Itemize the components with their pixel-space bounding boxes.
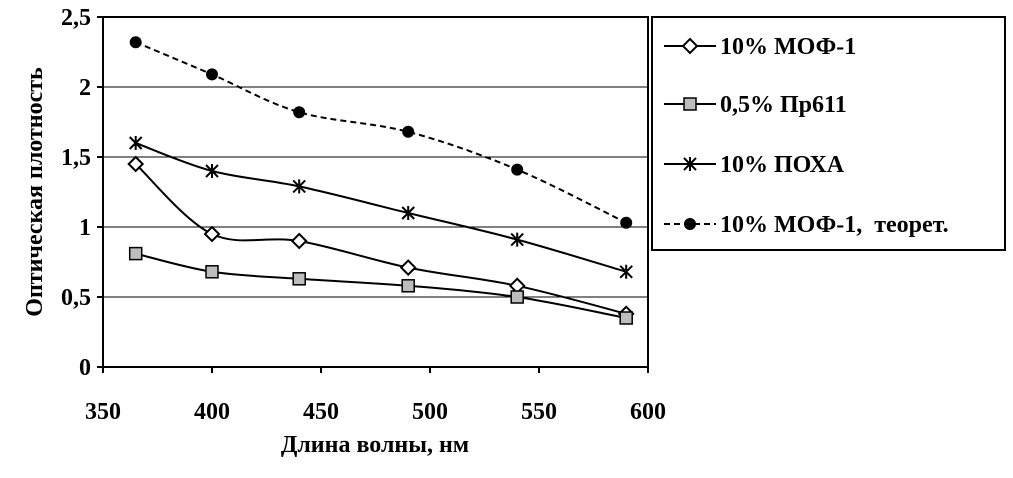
grid xyxy=(103,86,648,298)
legend-label: 0,5% Пр611 xyxy=(720,92,847,118)
x-axis-title: Длина волны, нм xyxy=(281,432,469,458)
x-tick-label: 600 xyxy=(630,399,666,425)
y-axis-title: Оптическая плотность xyxy=(22,67,48,317)
series-3 xyxy=(128,136,633,279)
data-point xyxy=(619,264,633,279)
legend-entry: 10% ПОХА xyxy=(664,152,845,178)
legend-entry: 10% МОФ-1 xyxy=(664,34,856,60)
series-1 xyxy=(127,155,635,323)
x-tick-label: 400 xyxy=(194,399,230,425)
series-line xyxy=(135,142,627,273)
data-point xyxy=(401,206,415,220)
data-point xyxy=(292,272,306,286)
data-point xyxy=(290,232,308,250)
y-axis-ticks: 0 0,5 1 1,5 2 2,5 xyxy=(61,5,103,381)
legend-marker xyxy=(683,157,697,171)
x-tick-label: 500 xyxy=(412,399,448,425)
plot-frame xyxy=(102,16,649,368)
y-tick-label: 2 xyxy=(79,75,91,101)
data-point xyxy=(511,163,524,176)
legend-label: 10% ПОХА xyxy=(720,152,845,178)
series-4 xyxy=(129,36,633,229)
y-tick-label: 2,5 xyxy=(61,5,91,31)
data-point xyxy=(129,36,142,49)
legend-marker xyxy=(684,218,696,230)
legend-entry: 10% МОФ-1, теорет. xyxy=(664,212,949,238)
data-point xyxy=(619,311,633,325)
data-point xyxy=(293,106,306,119)
data-point xyxy=(401,279,415,293)
legend-label: 10% МОФ-1 xyxy=(720,34,856,60)
data-point xyxy=(205,164,219,178)
data-point xyxy=(127,155,145,173)
data-point xyxy=(402,125,415,138)
legend-marker xyxy=(681,37,699,55)
series-layer xyxy=(127,36,635,325)
data-point xyxy=(510,290,524,304)
legend-frame xyxy=(651,16,1006,251)
y-tick-label: 0 xyxy=(79,355,91,381)
data-point xyxy=(399,259,417,277)
x-tick-label: 450 xyxy=(303,399,339,425)
legend: 10% МОФ-1 0,5% Пр611 10% ПОХА 10% МОФ-1, те… xyxy=(664,34,949,238)
data-point xyxy=(510,232,524,247)
series-line xyxy=(135,163,627,315)
data-point xyxy=(205,265,219,279)
data-point xyxy=(203,225,221,243)
y-tick-label: 1 xyxy=(79,215,91,241)
x-tick-label: 550 xyxy=(521,399,557,425)
data-point xyxy=(292,179,306,194)
series-2 xyxy=(128,246,633,325)
legend-entry: 0,5% Пр611 xyxy=(664,92,847,118)
series-line xyxy=(135,252,627,319)
x-tick-label: 350 xyxy=(85,399,121,425)
y-tick-label: 1,5 xyxy=(61,145,91,171)
legend-marker xyxy=(683,97,697,111)
y-tick-label: 0,5 xyxy=(61,285,91,311)
data-point xyxy=(620,216,633,229)
data-point xyxy=(206,68,218,81)
data-point xyxy=(128,246,143,261)
data-point xyxy=(128,136,143,150)
legend-label: 10% МОФ-1, теорет. xyxy=(720,212,949,238)
x-axis-ticks: 350 400 450 500 550 600 xyxy=(85,367,666,425)
